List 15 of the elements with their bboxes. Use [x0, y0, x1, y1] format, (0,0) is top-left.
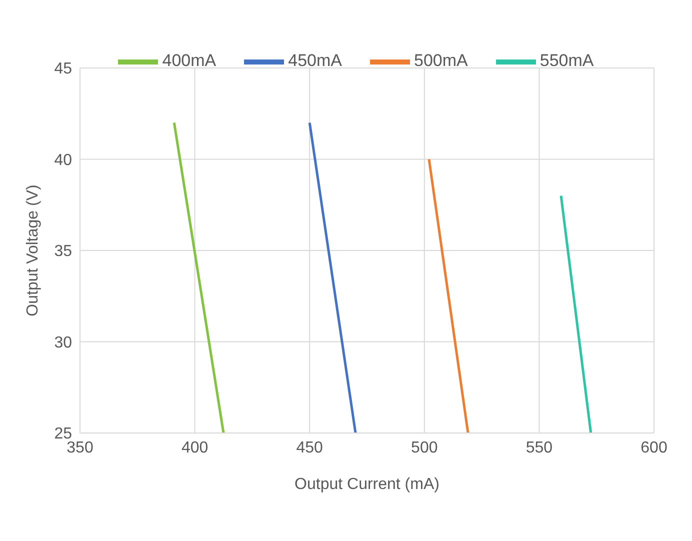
x-tick-label: 550	[526, 439, 553, 456]
x-tick-label: 450	[296, 439, 324, 456]
y-tick-label: 35	[54, 243, 72, 260]
x-axis-title: Output Current (mA)	[294, 476, 440, 493]
x-tick-label: 400	[181, 439, 208, 456]
legend-label: 400mA	[162, 51, 216, 70]
y-tick-label: 45	[54, 60, 72, 78]
x-tick-label: 600	[640, 439, 668, 456]
legend-label: 500mA	[414, 51, 468, 70]
y-tick-label: 30	[54, 334, 72, 352]
legend-label: 550mA	[540, 51, 594, 70]
y-tick-label: 40	[54, 152, 72, 169]
x-tick-label: 500	[411, 439, 438, 456]
y-axis-title: Output Voltage (V)	[24, 184, 42, 316]
legend-label: 450mA	[288, 51, 342, 70]
